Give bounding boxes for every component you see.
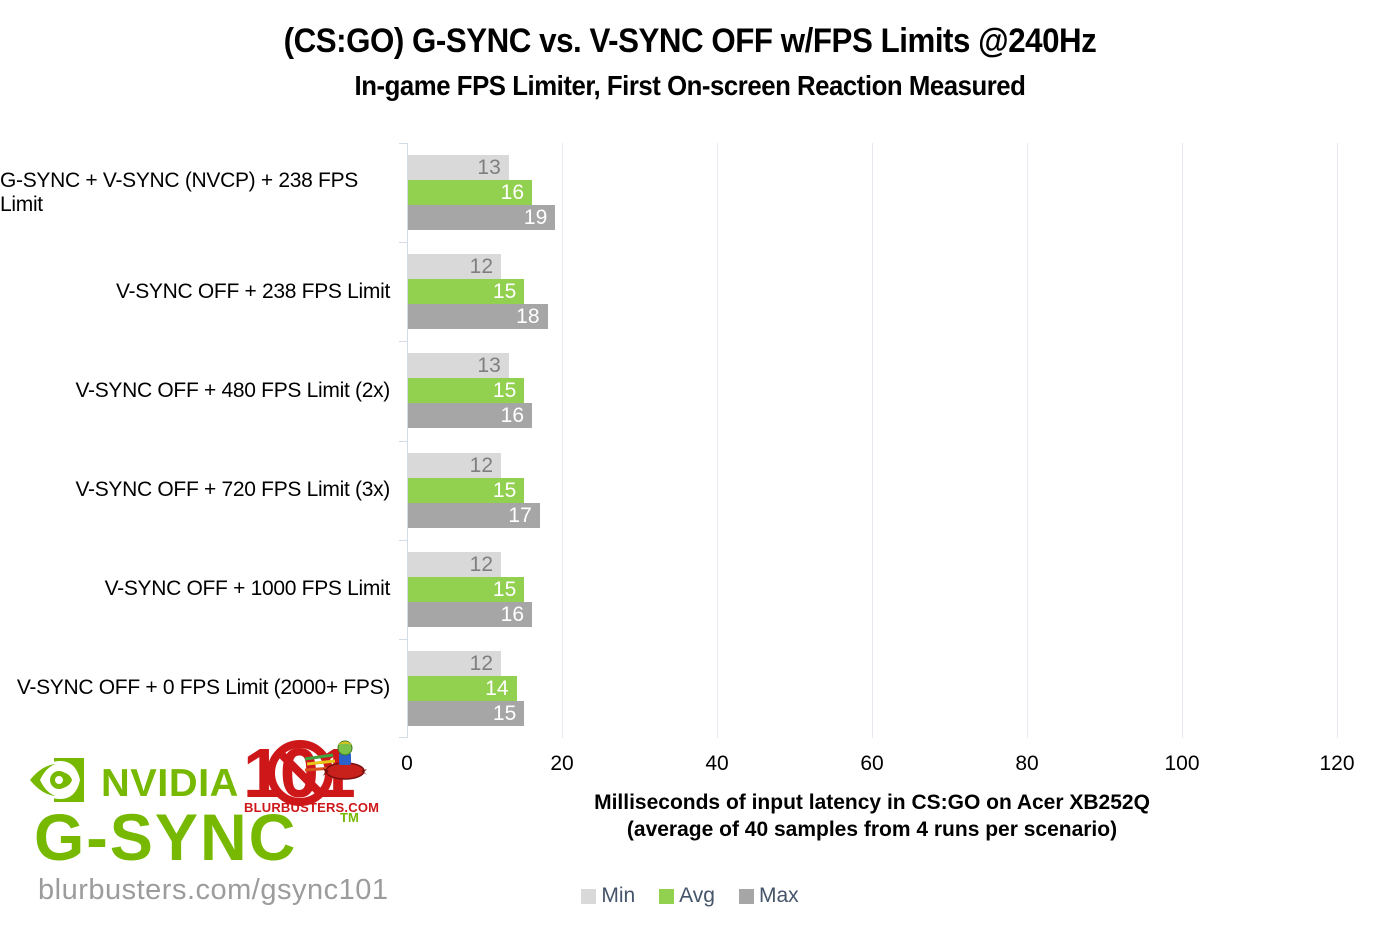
bar-avg: 15 — [408, 477, 525, 503]
bar-value-label: 17 — [508, 503, 532, 527]
category-axis-tick — [399, 341, 407, 343]
bar-value-label: 16 — [500, 404, 524, 428]
bar-max: 16 — [408, 403, 532, 429]
blurbusters-url: blurbusters.com/gsync101 — [38, 874, 389, 906]
x-tick-label: 120 — [1319, 752, 1355, 775]
gridline — [1337, 143, 1338, 738]
bar-value-label: 13 — [477, 156, 501, 180]
bar-value-label: 14 — [485, 676, 509, 700]
chart-subtitle: In-game FPS Limiter, First On-screen Rea… — [354, 70, 1026, 101]
gridline — [717, 143, 718, 738]
plot-area: 13 16 19 12 15 18 13 15 16 12 15 17 12 15 16 12 14 15 — [399, 143, 1338, 738]
category-axis-tick — [399, 440, 407, 442]
bar-avg: 15 — [408, 279, 525, 305]
bar-value-label: 12 — [469, 552, 493, 576]
category-axis-labels: G-SYNC + V-SYNC (NVCP) + 238 FPS Limit V-… — [0, 143, 392, 738]
x-tick-label: 20 — [550, 752, 574, 775]
legend-entry-avg: Avg — [659, 884, 715, 908]
bar-avg: 14 — [408, 675, 517, 701]
bar-avg: 16 — [408, 180, 532, 206]
bar-value-label: 18 — [516, 305, 540, 329]
legend-label: Avg — [679, 884, 715, 907]
legend-entry-min: Min — [581, 884, 635, 908]
x-tick-label: 60 — [860, 752, 884, 775]
category-label: V-SYNC OFF + 1000 FPS Limit — [104, 577, 391, 601]
bar-max: 18 — [408, 304, 548, 330]
category-label: V-SYNC OFF + 238 FPS Limit — [115, 279, 390, 303]
legend-swatch-max — [738, 888, 754, 904]
x-tick-label: 80 — [1015, 752, 1039, 775]
bar-value-label: 12 — [469, 651, 493, 675]
x-axis-title-line1: Milliseconds of input latency in CS:GO o… — [594, 791, 1150, 814]
category-axis-tick — [399, 737, 407, 738]
bar-max: 19 — [408, 205, 556, 231]
gridline — [562, 143, 563, 738]
bar-value-label: 15 — [492, 701, 517, 725]
bar-min: 12 — [408, 452, 501, 478]
bar-max: 16 — [408, 601, 532, 627]
category-axis-line — [407, 143, 408, 738]
bar-value-label: 12 — [469, 453, 493, 477]
nvidia-wordmark: NVIDIA — [101, 762, 239, 805]
blurbusters-domain-label: BLURBUSTERS.COM — [244, 800, 380, 815]
bar-min: 12 — [408, 254, 501, 280]
bar-min: 12 — [408, 650, 501, 676]
nvidia-eye-icon — [30, 758, 84, 802]
legend: Min Avg Max — [0, 884, 1380, 908]
bar-value-label: 19 — [523, 206, 548, 230]
category-label: V-SYNC OFF + 480 FPS Limit (2x) — [75, 378, 390, 402]
bar-value-label: 13 — [477, 354, 501, 378]
pursuit-camera-cartoon-icon — [304, 740, 367, 780]
bar-value-label: 15 — [492, 280, 517, 304]
x-tick-label: 0 — [401, 752, 413, 775]
bar-min: 12 — [408, 551, 501, 577]
category-label: V-SYNC OFF + 720 FPS Limit (3x) — [75, 478, 390, 502]
bar-max: 15 — [408, 700, 525, 726]
bar-avg: 15 — [408, 378, 525, 404]
legend-entry-max: Max — [738, 884, 799, 908]
bar-value-label: 16 — [500, 602, 524, 626]
chart-title: (CS:GO) G-SYNC vs. V-SYNC OFF w/FPS Limi… — [283, 22, 1097, 60]
x-tick-label: 100 — [1164, 752, 1200, 775]
legend-swatch-avg — [659, 888, 675, 904]
legend-label: Min — [601, 884, 636, 907]
bar-value-label: 15 — [492, 577, 517, 601]
gridline — [872, 143, 873, 738]
legend-swatch-min — [581, 888, 597, 904]
bar-avg: 15 — [408, 576, 525, 602]
legend-label: Max — [758, 884, 799, 907]
category-axis-tick — [399, 242, 407, 244]
bar-value-label: 16 — [500, 181, 524, 205]
category-axis-tick — [399, 143, 407, 144]
gridline — [1182, 143, 1183, 738]
bar-value-label: 12 — [469, 255, 493, 279]
gridline — [1027, 143, 1028, 738]
bar-value-label: 15 — [492, 478, 517, 502]
x-tick-label: 40 — [705, 752, 729, 775]
category-axis-tick — [399, 638, 407, 640]
bar-max: 17 — [408, 502, 540, 528]
gsync-wordmark: G-SYNC — [34, 800, 298, 874]
bar-min: 13 — [408, 155, 509, 181]
category-axis-tick — [399, 539, 407, 541]
category-label: G-SYNC + V-SYNC (NVCP) + 238 FPS Limit — [0, 168, 359, 216]
category-label: V-SYNC OFF + 0 FPS Limit (2000+ FPS) — [16, 676, 390, 700]
trademark-symbol: TM — [340, 810, 359, 825]
bar-min: 13 — [408, 353, 509, 379]
x-axis-title-line2: (average of 40 samples from 4 runs per s… — [626, 818, 1118, 841]
bar-value-label: 15 — [492, 379, 517, 403]
